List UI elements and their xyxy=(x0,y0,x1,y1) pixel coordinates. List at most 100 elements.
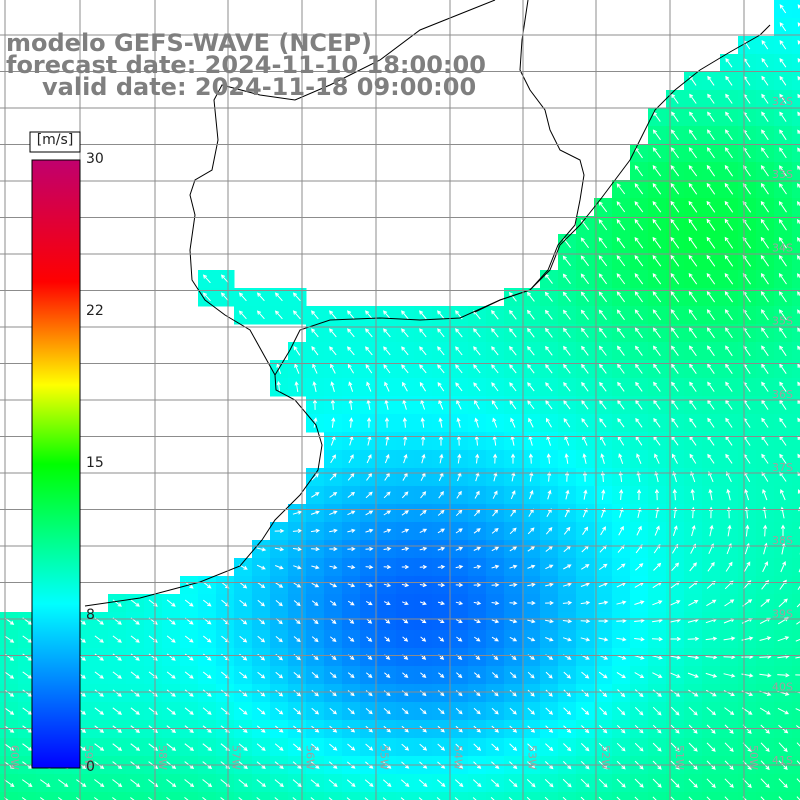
wind-arrow xyxy=(366,381,372,392)
wind-cell xyxy=(792,360,800,379)
wind-arrow xyxy=(688,689,699,697)
wind-arrow xyxy=(349,417,354,428)
latitude-labels: 32S 33S 34S 35S 36S 37S 38S 39S 40S 41S xyxy=(772,95,793,767)
wind-arrow xyxy=(598,796,603,800)
wind-arrow xyxy=(491,346,499,356)
wind-arrow xyxy=(777,636,790,642)
wind-arrow xyxy=(420,491,427,499)
wind-arrow xyxy=(401,510,409,516)
wind-arrow xyxy=(652,218,662,231)
wind-arrow xyxy=(473,707,481,715)
wind-arrow xyxy=(383,491,391,499)
wind-arrow xyxy=(275,636,283,643)
wind-arrow xyxy=(419,601,427,606)
wind-arrow xyxy=(456,399,462,410)
wind-arrow xyxy=(365,600,373,606)
wind-arrow xyxy=(365,364,373,374)
wind-arrow xyxy=(636,525,642,536)
wind-arrow xyxy=(509,619,518,624)
wind-arrow xyxy=(670,778,680,788)
wind-cell xyxy=(738,792,757,800)
wind-arrow xyxy=(473,528,481,534)
wind-arrow xyxy=(347,565,356,570)
wind-arrow xyxy=(779,57,787,68)
wind-arrow xyxy=(257,671,266,679)
wind-arrow xyxy=(365,346,373,356)
wind-arrow xyxy=(708,488,713,501)
wind-arrow xyxy=(778,309,787,321)
wind-arrow xyxy=(634,618,645,623)
wind-arrow xyxy=(724,218,734,231)
latitude-label: 32S xyxy=(772,95,793,108)
wind-arrow xyxy=(670,236,680,249)
wind-arrow xyxy=(238,310,247,320)
wind-arrow xyxy=(652,273,662,285)
wind-cell xyxy=(306,792,325,800)
wind-arrow xyxy=(688,182,698,195)
wind-arrow xyxy=(634,218,644,231)
wind-arrow xyxy=(601,489,606,500)
wind-arrow xyxy=(527,743,536,752)
wind-arrow xyxy=(616,618,627,624)
wind-arrow xyxy=(312,363,318,374)
wind-cell xyxy=(666,792,685,800)
wind-arrow xyxy=(419,582,428,588)
wind-arrow xyxy=(509,345,517,356)
wind-arrow xyxy=(421,453,426,464)
wind-arrow xyxy=(706,707,716,716)
wind-arrow xyxy=(670,129,679,141)
wind-arrow xyxy=(112,635,122,643)
wind-arrow xyxy=(598,219,608,231)
wind-arrow xyxy=(455,690,463,697)
wind-cell xyxy=(792,306,800,325)
wind-arrow xyxy=(689,417,697,428)
wind-arrow xyxy=(274,743,284,751)
wind-arrow xyxy=(761,40,769,50)
wind-arrow xyxy=(562,582,572,587)
wind-arrow xyxy=(582,507,588,518)
wind-arrow xyxy=(202,581,212,589)
longitude-label: 55W xyxy=(378,745,391,770)
wind-arrow xyxy=(545,619,554,624)
wind-arrow xyxy=(329,743,338,751)
wind-arrow xyxy=(725,381,733,392)
wind-arrow xyxy=(526,291,535,302)
wind-cell xyxy=(252,792,271,800)
wind-arrow xyxy=(598,291,607,303)
wind-arrow xyxy=(724,272,734,285)
wind-arrow xyxy=(672,453,678,464)
wind-arrow xyxy=(636,488,642,501)
wind-arrow xyxy=(618,471,623,482)
wind-arrow xyxy=(220,797,225,800)
wind-arrow xyxy=(778,742,788,753)
wind-arrow xyxy=(670,291,680,303)
wind-arrow xyxy=(706,218,716,231)
wind-arrow xyxy=(797,93,800,99)
wind-arrow xyxy=(365,583,374,588)
wind-arrow xyxy=(634,689,644,698)
wind-arrow xyxy=(580,778,590,788)
wind-arrow xyxy=(509,564,518,569)
wind-arrow xyxy=(256,310,265,320)
wind-arrow xyxy=(706,599,717,607)
wind-arrow xyxy=(670,165,680,177)
wind-arrow xyxy=(651,655,663,660)
wind-arrow xyxy=(275,565,284,570)
wind-cell xyxy=(612,792,631,800)
wind-arrow xyxy=(581,345,589,356)
wind-arrow xyxy=(652,672,663,678)
wind-arrow xyxy=(347,707,355,715)
wind-arrow xyxy=(598,309,607,320)
wind-arrow xyxy=(652,327,661,339)
wind-cell xyxy=(792,432,800,451)
wind-arrow xyxy=(616,796,621,800)
wind-arrow xyxy=(472,797,477,800)
wind-arrow xyxy=(563,526,571,535)
wind-arrow xyxy=(724,164,734,177)
wind-arrow xyxy=(403,453,408,464)
wind-arrow xyxy=(796,603,800,608)
wind-arrow xyxy=(723,690,735,697)
wind-arrow xyxy=(796,621,800,625)
wind-arrow xyxy=(491,619,500,624)
wind-cell xyxy=(0,792,19,800)
